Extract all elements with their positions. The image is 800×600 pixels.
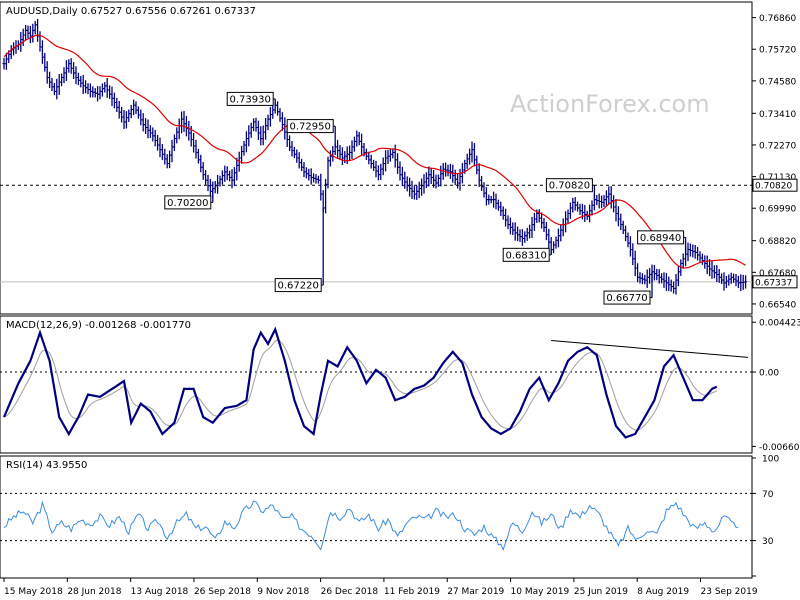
- rsi-line: [3, 500, 739, 552]
- price-panel-frame: [0, 1, 753, 315]
- annotation-label: 0.70820: [549, 181, 590, 192]
- date-tick-label: 27 Mar 2019: [447, 587, 504, 597]
- macd-panel-frame: [0, 315, 753, 454]
- rsi-tick-label: 30: [762, 537, 774, 547]
- level-tag: 0.70820: [755, 182, 792, 192]
- annotation-label: 0.70200: [167, 198, 208, 209]
- annotation-box: [637, 230, 685, 245]
- macd-tick-label: -0.006603: [759, 443, 800, 453]
- price-tick-label: 0.72270: [759, 141, 796, 151]
- price-panel-header: AUDUSD,Daily 0.67527 0.67556 0.67261 0.6…: [6, 6, 256, 17]
- date-tick-label: 15 May 2018: [4, 587, 63, 597]
- macd-panel-header: MACD(12,26,9) -0.001268 -0.001770: [6, 320, 191, 331]
- date-tick-label: 9 Nov 2018: [257, 587, 309, 597]
- annotation-box: [603, 290, 651, 305]
- price-tick-label: 0.75720: [759, 46, 796, 56]
- price-annotations: 0.73930 0.72950 0.70200 0.67220 0.70820 0.683…: [164, 91, 686, 305]
- annotation-box: [226, 91, 274, 106]
- price-tick-label: 0.71130: [759, 173, 796, 183]
- annotation-label: 0.66770: [606, 293, 647, 304]
- date-tick-label: 10 May 2019: [511, 587, 570, 597]
- rsi-line-group: [3, 500, 739, 552]
- price-tick-label: 0.68820: [759, 237, 796, 247]
- price-tick-label: 0.73410: [759, 110, 796, 120]
- date-tick-label: 26 Sep 2018: [194, 587, 251, 597]
- ma-line: [3, 34, 746, 269]
- annotation-box: [164, 195, 212, 210]
- macd-line: [2, 326, 718, 439]
- macd-signal-line: [3, 339, 718, 431]
- horizontal-level: [0, 184, 752, 283]
- price-tick-label: 0.66540: [759, 300, 796, 310]
- macd-lines: [2, 326, 749, 439]
- rsi-panel-frame: [0, 455, 753, 579]
- annotation-label: 0.72950: [290, 122, 331, 133]
- date-tick-label: 8 Aug 2019: [637, 587, 689, 597]
- date-tick-label: 26 Dec 2018: [321, 587, 379, 597]
- rsi-axis: 100 70 30: [0, 455, 779, 577]
- date-tick-label: 25 Jun 2019: [574, 587, 628, 597]
- date-tick-label: 13 Aug 2018: [131, 587, 189, 597]
- annotation-label: 0.68940: [640, 233, 681, 244]
- price-axis: 0.76860 0.75720 0.74580 0.73410 0.72270 0.711…: [752, 14, 796, 310]
- price-ohlc-bars: [2, 18, 748, 298]
- price-tick-label: 0.69990: [759, 205, 796, 215]
- price-tick-label: 0.76860: [759, 14, 796, 24]
- price-tick-label: 0.74580: [759, 77, 796, 87]
- date-axis: 15 May 2018 28 Jun 2018 13 Aug 2018 26 Sep …: [3, 578, 758, 597]
- price-tick-label: 0.67680: [759, 269, 796, 279]
- rsi-tick-label: 100: [762, 455, 779, 465]
- current-price-tag: 0.67337: [755, 278, 792, 288]
- annotation-box: [502, 247, 550, 262]
- macd-axis: 0.004423 0.00 -0.006603: [0, 319, 800, 453]
- price-tags: 0.70820 0.67337: [752, 178, 798, 289]
- date-tick-label: 23 Sep 2019: [701, 587, 758, 597]
- macd-tick-label: 0.004423: [759, 319, 800, 329]
- watermark: ActionForex.com: [510, 90, 710, 118]
- macd-trendline: [551, 340, 749, 358]
- macd-tick-label: 0.00: [759, 369, 779, 379]
- annotation-label: 0.67220: [278, 281, 319, 292]
- level-tag-box: [752, 178, 798, 192]
- annotation-label: 0.68310: [506, 250, 547, 261]
- annotation-box: [545, 178, 593, 193]
- annotation-box: [286, 119, 334, 134]
- moving-average: [3, 34, 746, 269]
- date-tick-label: 11 Feb 2019: [384, 587, 440, 597]
- rsi-panel-header: RSI(14) 43.9550: [6, 460, 87, 471]
- current-price-tag-box: [752, 275, 798, 289]
- annotation-label: 0.73930: [230, 94, 271, 105]
- rsi-tick-label: 70: [762, 490, 774, 500]
- date-tick-label: 28 Jun 2018: [67, 587, 121, 597]
- annotation-box: [274, 278, 322, 293]
